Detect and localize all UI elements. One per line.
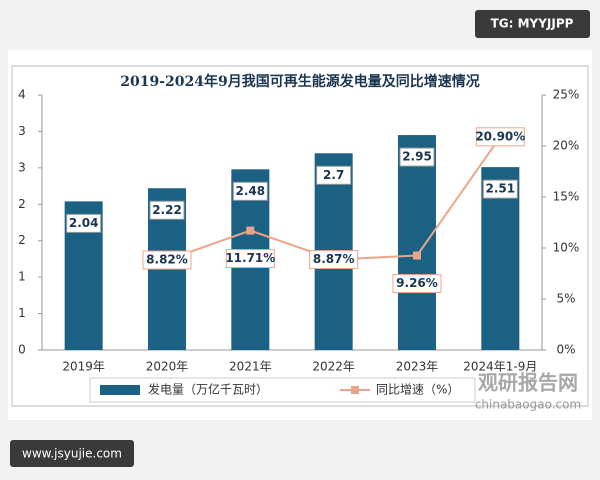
- bar-label-box: [66, 213, 102, 233]
- bar-label: 2.95: [402, 150, 432, 164]
- y-tick-label: 2: [18, 233, 26, 247]
- y-tick-label: 3: [18, 124, 26, 138]
- bar-label-box: [232, 181, 268, 201]
- bar-label-box: [149, 200, 185, 220]
- line-label-box: [142, 250, 192, 270]
- line-marker: [413, 251, 421, 260]
- y2-tick-label: 20%: [553, 139, 580, 153]
- y2-tick-label: 25%: [553, 88, 580, 102]
- bar-label-box: [316, 165, 352, 185]
- x-tick-label: 2024年1-9月: [463, 360, 537, 374]
- y2-tick-label: 15%: [553, 190, 580, 204]
- y-tick-label: 1: [18, 270, 26, 284]
- x-tick-label: 2019年: [62, 360, 105, 374]
- x-tick-label: 2020年: [146, 360, 189, 374]
- legend-box: [89, 377, 476, 403]
- line-label-box: [392, 274, 442, 294]
- x-tick-label: 2021年: [229, 360, 272, 374]
- line-label-box: [225, 249, 275, 269]
- line-label: 9.26%: [396, 276, 438, 290]
- y2-tick-label: 0%: [556, 343, 575, 357]
- y-tick-label: 0: [18, 343, 26, 357]
- y2-tick-label: 5%: [556, 292, 575, 306]
- bar-label-box: [482, 179, 518, 199]
- chart-frame: [11, 65, 589, 407]
- bar-label: 2.22: [152, 203, 182, 217]
- x-tick-label: 2022年: [312, 360, 355, 374]
- line-label-box: [475, 127, 525, 147]
- y-tick-label: 2: [18, 197, 26, 211]
- brand-url: chinabaogao.com: [475, 398, 581, 412]
- legend-swatch: [100, 385, 140, 395]
- y2-tick-label: 10%: [553, 241, 580, 255]
- legend-marker: [351, 386, 359, 394]
- line-marker: [246, 226, 255, 235]
- bar-label: 2.7: [323, 168, 344, 182]
- badge-top-text: TG: MYYJJPP: [491, 17, 574, 31]
- bar-label: 2.04: [69, 216, 99, 230]
- line-label: 8.82%: [146, 253, 188, 267]
- legend-label: 同比增速（%）: [376, 383, 459, 397]
- line-label: 8.87%: [313, 252, 355, 266]
- bar-label: 2.48: [236, 184, 266, 198]
- line-label: 11.71%: [225, 251, 275, 265]
- badge-bottom-text: www.jsyujie.com: [22, 447, 122, 461]
- chart-title: 2019-2024年9月我国可再生能源发电量及同比增速情况: [120, 73, 479, 90]
- y-tick-label: 3: [18, 160, 26, 174]
- brand: 观研报告网: [478, 371, 578, 395]
- line-label: 20.90%: [475, 129, 525, 143]
- bar-label: 2.51: [486, 182, 516, 196]
- bar-label-box: [399, 147, 435, 167]
- bar: [398, 135, 436, 350]
- badge-top: [475, 10, 590, 38]
- badge-bottom: [10, 440, 134, 467]
- y-tick-label: 4: [18, 88, 26, 102]
- line-label-box: [309, 250, 359, 270]
- x-tick-label: 2023年: [396, 360, 439, 374]
- legend-label: 发电量（万亿千瓦时）: [148, 382, 268, 397]
- y-tick-label: 1: [18, 306, 26, 320]
